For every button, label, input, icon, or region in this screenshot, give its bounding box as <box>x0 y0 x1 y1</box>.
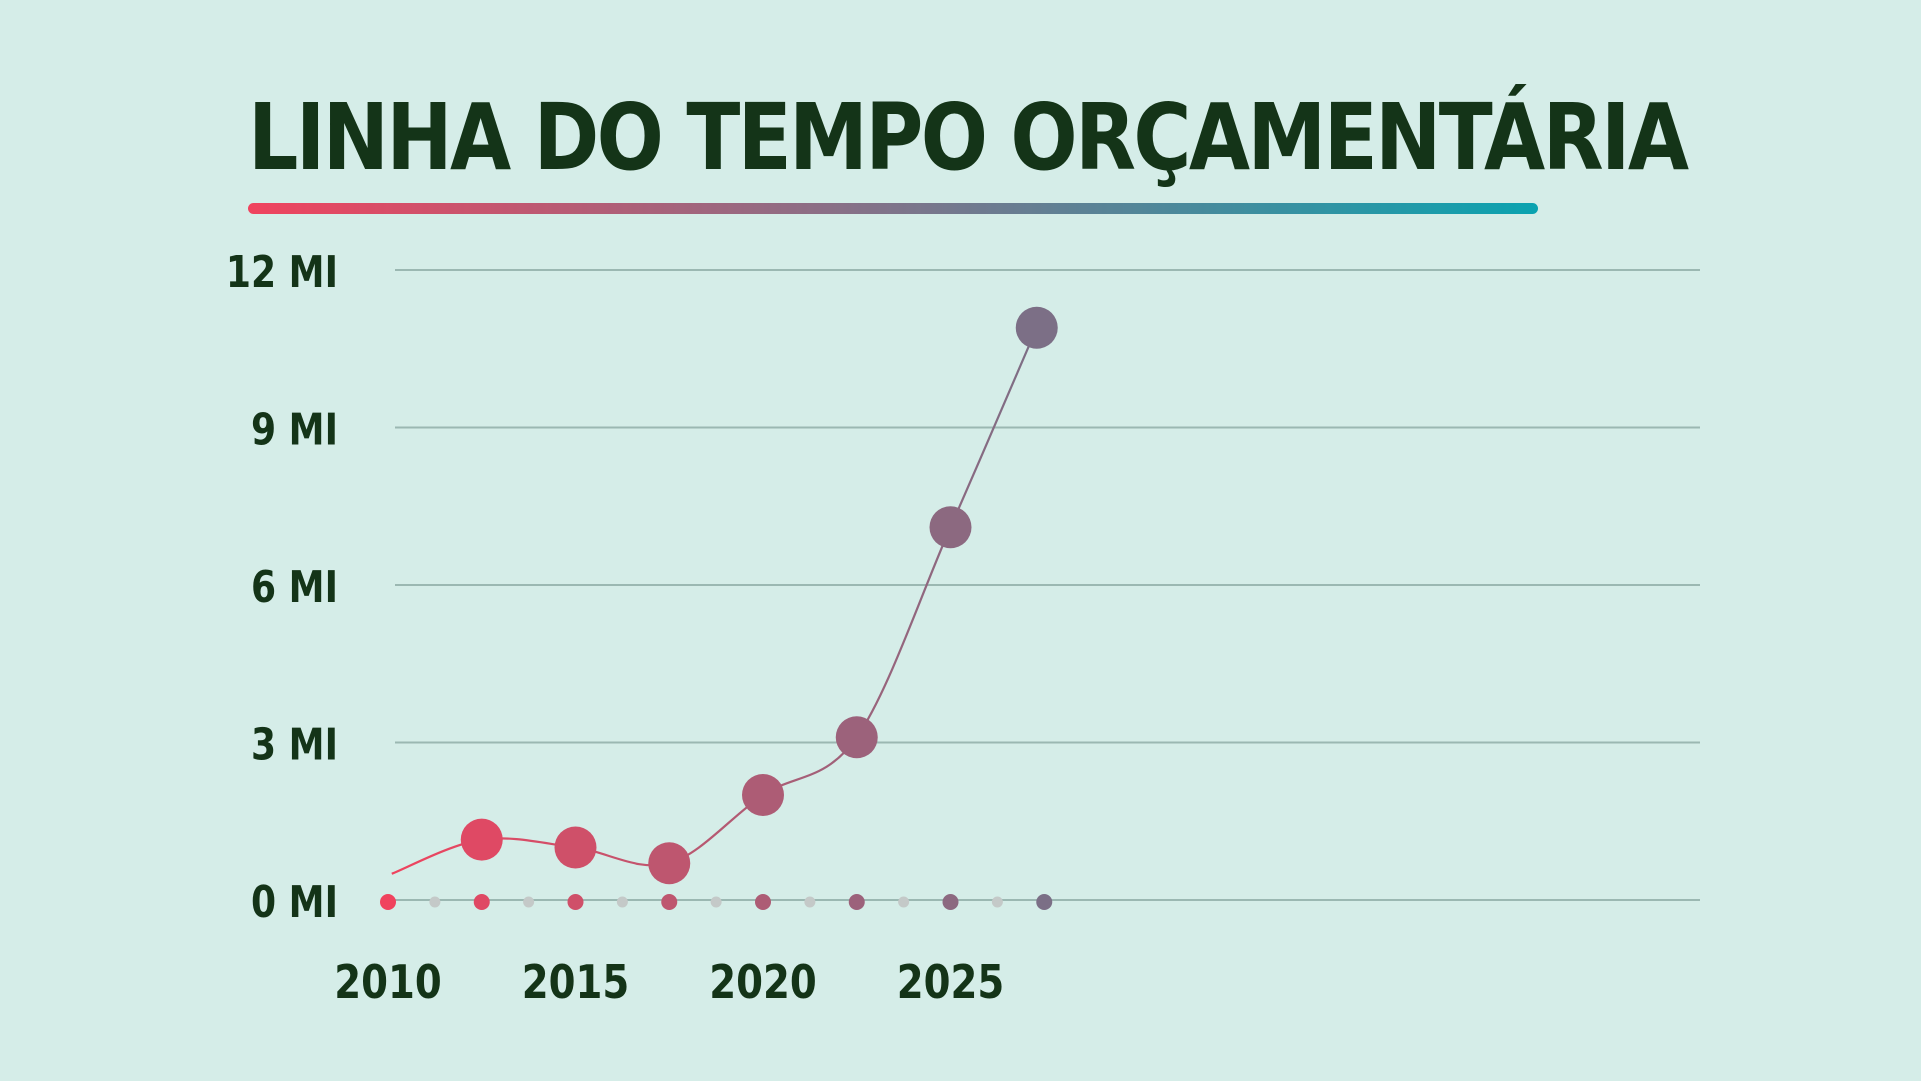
x-tick-label: 2025 <box>897 957 1005 1010</box>
data-point <box>460 818 503 861</box>
y-tick-labels: 0 MI 3 MI 6 MI 9 MI 12 MI <box>226 248 338 928</box>
x-axis-dots <box>380 894 1053 910</box>
data-points <box>460 306 1058 885</box>
y-tick-label: 3 MI <box>251 720 338 770</box>
axis-dot <box>991 896 1003 908</box>
axis-dot <box>710 896 722 908</box>
series-line-path <box>391 327 1038 875</box>
data-point <box>1015 306 1058 349</box>
axis-dot <box>755 894 771 910</box>
y-tick-label: 0 MI <box>251 878 338 928</box>
axis-dot <box>429 896 441 908</box>
x-tick-label: 2010 <box>334 957 442 1010</box>
data-point <box>554 826 597 869</box>
axis-dot <box>942 894 959 910</box>
axis-dot <box>616 896 628 908</box>
data-point <box>648 842 691 885</box>
axis-dot <box>380 894 396 910</box>
gridlines <box>395 269 1700 901</box>
data-point <box>835 716 878 759</box>
axis-dot <box>661 894 678 910</box>
chart-title: LINHA DO TEMPO ORÇAMENTÁRIA <box>248 84 1689 191</box>
series-line <box>391 327 1038 875</box>
y-tick-label: 12 MI <box>226 248 338 298</box>
axis-dot <box>848 894 865 910</box>
axis-dot <box>473 894 490 910</box>
data-point <box>929 506 972 549</box>
axis-dot <box>1036 894 1053 910</box>
axis-dot <box>898 896 910 908</box>
data-point <box>742 774 784 816</box>
x-tick-label: 2020 <box>709 957 817 1010</box>
axis-dot <box>567 894 584 910</box>
title-underline <box>248 203 1538 214</box>
y-tick-label: 9 MI <box>251 405 338 455</box>
axis-dot <box>804 896 816 908</box>
x-tick-labels: 2010 2015 2020 2025 <box>334 957 1004 1010</box>
x-tick-label: 2015 <box>522 957 630 1010</box>
axis-dot <box>523 896 535 908</box>
y-tick-label: 6 MI <box>251 563 338 613</box>
